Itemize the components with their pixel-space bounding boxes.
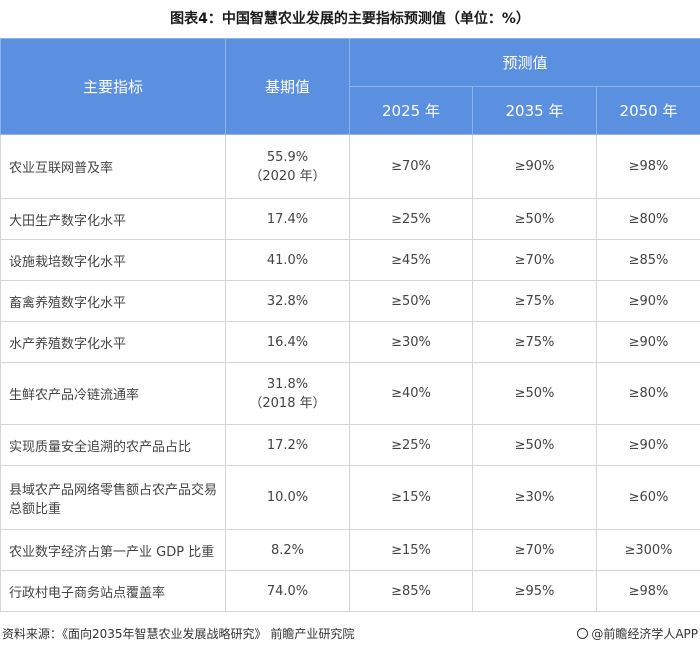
row-indicator-name: 设施栽培数字化水平 xyxy=(0,239,226,281)
brand-credit-text: @前瞻经济学人APP xyxy=(591,627,698,641)
row-2035-value: ≥30% xyxy=(472,465,597,530)
row-2050-value: ≥300% xyxy=(595,529,700,571)
row-base-value: 17.2% xyxy=(225,424,350,466)
row-base-value: 16.4% xyxy=(225,321,350,363)
header-year-2025: 2025 年 xyxy=(349,86,473,135)
row-2025-value: ≥85% xyxy=(349,570,473,612)
row-indicator-name: 畜禽养殖数字化水平 xyxy=(0,280,226,322)
base-year-note: （2020 年） xyxy=(249,168,326,184)
table-row: 农业数字经济占第一产业 GDP 比重 8.2% ≥15% ≥70% ≥300% xyxy=(0,529,700,571)
row-2050-value: ≥80% xyxy=(595,198,700,240)
row-2050-value: ≥90% xyxy=(595,321,700,363)
row-indicator-name: 农业数字经济占第一产业 GDP 比重 xyxy=(0,529,226,571)
row-indicator-name: 水产养殖数字化水平 xyxy=(0,321,226,363)
row-2025-value: ≥25% xyxy=(349,424,473,466)
header-year-2050: 2050 年 xyxy=(595,86,700,135)
header-forecast: 预测值 xyxy=(348,38,700,87)
row-2025-value: ≥45% xyxy=(349,239,473,281)
row-2035-value: ≥90% xyxy=(472,134,597,199)
row-2025-value: ≥70% xyxy=(349,134,473,199)
table-row: 生鲜农产品冷链流通率 31.8% （2018 年） ≥40% ≥50% ≥80% xyxy=(0,362,700,425)
row-2035-value: ≥50% xyxy=(472,424,597,466)
row-2035-value: ≥50% xyxy=(472,362,597,425)
row-2035-value: ≥75% xyxy=(472,321,597,363)
row-indicator-name: 农业互联网普及率 xyxy=(0,134,226,199)
table-row: 水产养殖数字化水平 16.4% ≥30% ≥75% ≥90% xyxy=(0,321,700,363)
row-2025-value: ≥30% xyxy=(349,321,473,363)
table-row: 行政村电子商务站点覆盖率 74.0% ≥85% ≥95% ≥98% xyxy=(0,570,700,612)
row-indicator-name: 大田生产数字化水平 xyxy=(0,198,226,240)
base-year-note: （2018 年） xyxy=(249,395,326,411)
indicator-table: 主要指标 基期值 预测值 2025 年 2035 年 2050 年 农业互联网普… xyxy=(0,38,700,612)
row-2035-value: ≥70% xyxy=(472,239,597,281)
row-2025-value: ≥50% xyxy=(349,280,473,322)
row-2025-value: ≥15% xyxy=(349,529,473,571)
table-row: 畜禽养殖数字化水平 32.8% ≥50% ≥75% ≥90% xyxy=(0,280,700,322)
table-row: 大田生产数字化水平 17.4% ≥25% ≥50% ≥80% xyxy=(0,198,700,240)
row-2025-value: ≥40% xyxy=(349,362,473,425)
row-2050-value: ≥98% xyxy=(595,570,700,612)
row-2050-value: ≥90% xyxy=(595,280,700,322)
row-2025-value: ≥15% xyxy=(349,465,473,530)
base-value-text: 31.8% xyxy=(266,376,309,392)
brand-credit: @前瞻经济学人APP xyxy=(577,625,698,642)
header-base: 基期值 xyxy=(225,38,350,135)
row-2035-value: ≥70% xyxy=(472,529,597,571)
header-indicator: 主要指标 xyxy=(0,38,226,135)
row-2035-value: ≥50% xyxy=(472,198,597,240)
row-2050-value: ≥85% xyxy=(595,239,700,281)
row-2035-value: ≥75% xyxy=(472,280,597,322)
row-base-value: 41.0% xyxy=(225,239,350,281)
row-indicator-name: 生鲜农产品冷链流通率 xyxy=(0,362,226,425)
row-base-value: 31.8% （2018 年） xyxy=(225,362,350,425)
row-base-value: 55.9% （2020 年） xyxy=(225,134,350,199)
row-2050-value: ≥98% xyxy=(595,134,700,199)
row-indicator-name: 县域农产品网络零售额占农产品交易总额比重 xyxy=(0,465,226,530)
row-base-value: 74.0% xyxy=(225,570,350,612)
table-row: 县域农产品网络零售额占农产品交易总额比重 10.0% ≥15% ≥30% ≥60… xyxy=(0,465,700,530)
row-indicator-name: 实现质量安全追溯的农产品占比 xyxy=(0,424,226,466)
source-footer: 资料来源：《面向2035年智慧农业发展战略研究》 前瞻产业研究院 @前瞻经济学人… xyxy=(0,622,700,644)
row-base-value: 32.8% xyxy=(225,280,350,322)
row-base-value: 10.0% xyxy=(225,465,350,530)
base-value-text: 55.9% xyxy=(266,149,309,165)
row-2050-value: ≥60% xyxy=(595,465,700,530)
source-text: 资料来源：《面向2035年智慧农业发展战略研究》 前瞻产业研究院 xyxy=(2,627,355,641)
row-indicator-name: 行政村电子商务站点覆盖率 xyxy=(0,570,226,612)
row-2050-value: ≥80% xyxy=(595,362,700,425)
row-2025-value: ≥25% xyxy=(349,198,473,240)
row-base-value: 17.4% xyxy=(225,198,350,240)
row-base-value: 8.2% xyxy=(225,529,350,571)
row-2050-value: ≥90% xyxy=(595,424,700,466)
table-row: 实现质量安全追溯的农产品占比 17.2% ≥25% ≥50% ≥90% xyxy=(0,424,700,466)
brand-logo-icon xyxy=(577,628,589,639)
table-row: 设施栽培数字化水平 41.0% ≥45% ≥70% ≥85% xyxy=(0,239,700,281)
row-2035-value: ≥95% xyxy=(472,570,597,612)
chart-title: 图表4：中国智慧农业发展的主要指标预测值（单位：%） xyxy=(170,11,530,27)
table-row: 农业互联网普及率 55.9% （2020 年） ≥70% ≥90% ≥98% xyxy=(0,134,700,199)
header-year-2035: 2035 年 xyxy=(472,86,597,135)
